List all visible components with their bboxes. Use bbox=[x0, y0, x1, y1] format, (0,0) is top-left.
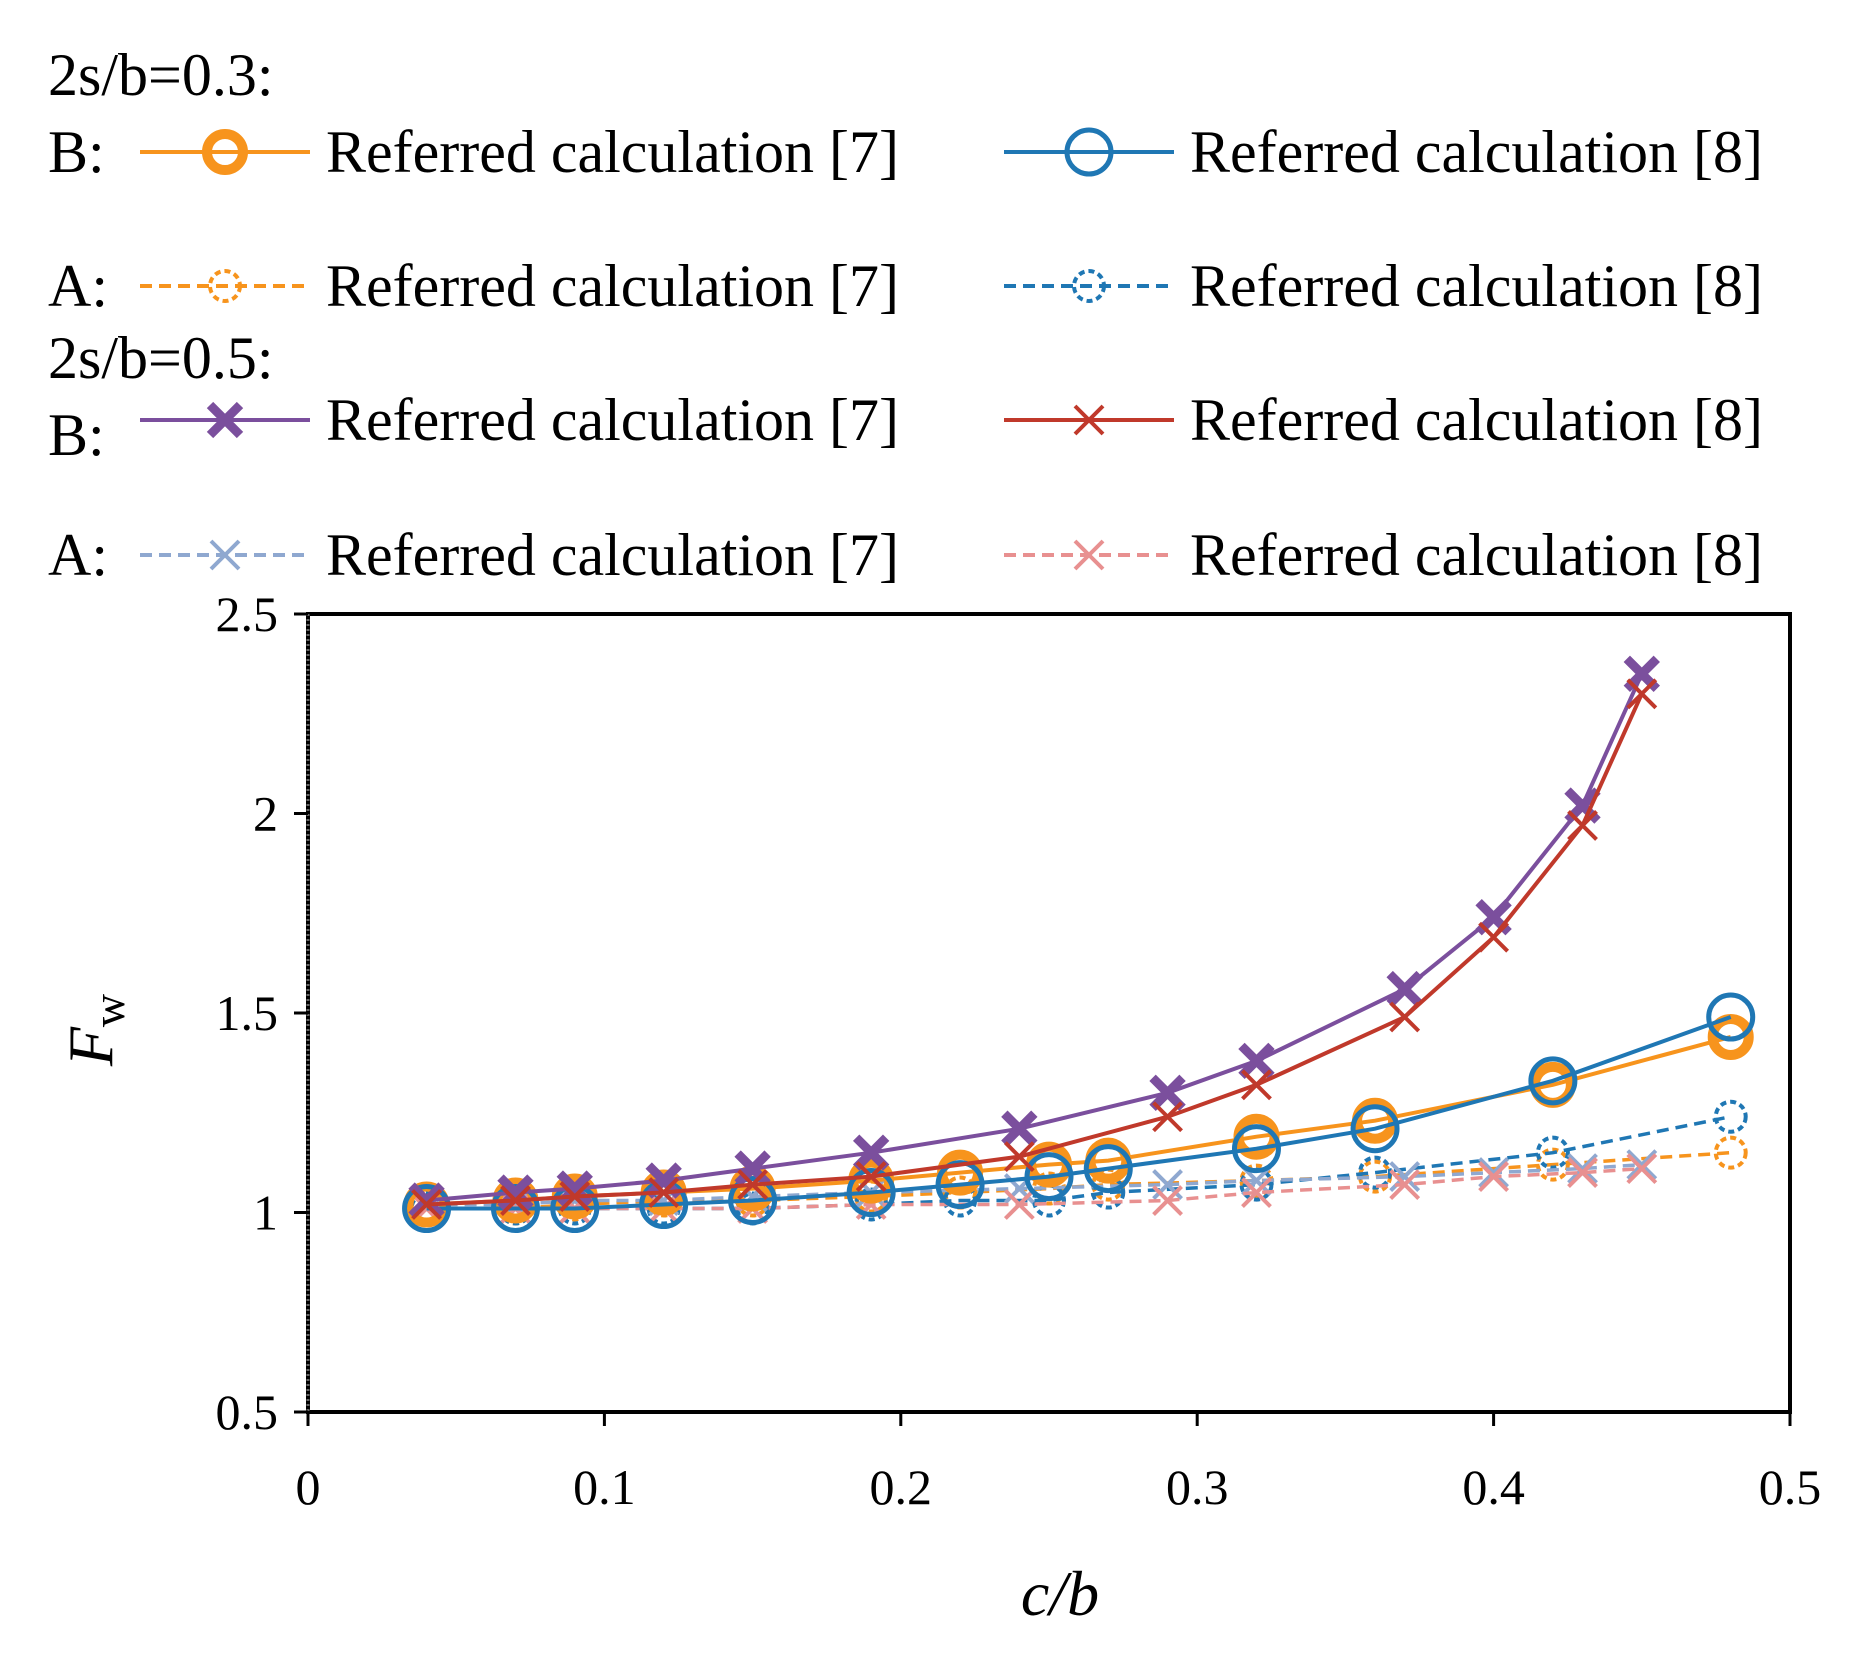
data-point bbox=[1241, 1177, 1272, 1208]
data-point bbox=[1713, 1135, 1748, 1170]
data-point bbox=[1024, 1152, 1074, 1202]
series-line bbox=[426, 1114, 1732, 1211]
data-point bbox=[1567, 810, 1598, 841]
data-point bbox=[935, 1160, 985, 1210]
legend-swatch-marker bbox=[202, 129, 248, 175]
data-point bbox=[1706, 992, 1756, 1042]
legend-row-label: B: bbox=[48, 119, 105, 185]
x-tick-label: 0.3 bbox=[1166, 1459, 1229, 1515]
data-point bbox=[1003, 1141, 1035, 1173]
data-point bbox=[1626, 1153, 1658, 1185]
legend-swatch-marker bbox=[209, 539, 241, 571]
data-point bbox=[1386, 970, 1423, 1008]
data-point bbox=[734, 1150, 771, 1187]
legend-entry-label: Referred calculation [8] bbox=[1190, 119, 1763, 185]
data-point bbox=[1567, 1157, 1598, 1189]
y-tick-label: 2 bbox=[253, 786, 278, 842]
legend-swatch-marker bbox=[1073, 539, 1105, 571]
data-point bbox=[1478, 1161, 1510, 1193]
svg-text:Fw: Fw bbox=[55, 993, 134, 1067]
data-point bbox=[1149, 1074, 1186, 1111]
y-axis-title: Fw bbox=[55, 993, 134, 1067]
data-point bbox=[1241, 1069, 1272, 1101]
legend-entry-label: Referred calculation [8] bbox=[1190, 253, 1763, 319]
data-point bbox=[737, 1169, 769, 1200]
legend-row-label: A: bbox=[48, 522, 108, 588]
legend-swatch-marker bbox=[1073, 404, 1105, 436]
data-point bbox=[1083, 1144, 1133, 1194]
y-tick-label: 1.5 bbox=[216, 985, 279, 1041]
data-point bbox=[1350, 1104, 1400, 1154]
legend-swatch-marker bbox=[206, 401, 244, 439]
data-point bbox=[728, 1176, 778, 1226]
legend-row-label: B: bbox=[48, 402, 105, 468]
data-point bbox=[1535, 1147, 1570, 1182]
legend-entry-label: Referred calculation [7] bbox=[326, 119, 899, 185]
data-point bbox=[402, 1184, 452, 1234]
legend-swatch-marker bbox=[1072, 269, 1106, 303]
x-tick-label: 0 bbox=[296, 1459, 321, 1515]
data-point bbox=[1567, 1153, 1598, 1185]
data-point bbox=[1528, 1056, 1578, 1106]
x-tick-label: 0.4 bbox=[1462, 1459, 1525, 1515]
y-tick-label: 1 bbox=[253, 1185, 278, 1241]
data-point bbox=[1231, 1124, 1281, 1174]
legend-entry-label: Referred calculation [8] bbox=[1190, 387, 1763, 453]
data-point bbox=[648, 1177, 680, 1208]
data-point bbox=[1238, 1042, 1275, 1080]
x-tick-label: 0.5 bbox=[1759, 1459, 1822, 1515]
data-point bbox=[1626, 1149, 1658, 1181]
x-axis-title: c/b bbox=[1021, 1558, 1099, 1629]
data-point bbox=[1626, 678, 1658, 710]
y-tick-label: 0.5 bbox=[216, 1384, 279, 1440]
legend-entry-label: Referred calculation [7] bbox=[326, 522, 899, 588]
data-point bbox=[1478, 1157, 1510, 1189]
legend-entry-label: Referred calculation [8] bbox=[1190, 522, 1763, 588]
data-point bbox=[1478, 921, 1510, 953]
legend-entry-label: Referred calculation [7] bbox=[326, 253, 899, 319]
data-point bbox=[855, 1161, 887, 1193]
legend-swatch-marker bbox=[1064, 127, 1114, 177]
data-point bbox=[500, 1185, 531, 1216]
legend-group1-title: 2s/b=0.3: bbox=[48, 42, 274, 108]
legend: 2s/b=0.3: 2s/b=0.5: B: A: B: A: Referred… bbox=[48, 42, 1763, 588]
data-point bbox=[1389, 1001, 1421, 1033]
legend-swatch-marker bbox=[208, 269, 242, 303]
data-point bbox=[1713, 1099, 1748, 1134]
data-point bbox=[411, 1189, 442, 1220]
series-1 bbox=[402, 992, 1756, 1234]
data-point bbox=[408, 1182, 445, 1219]
data-point bbox=[1389, 1169, 1421, 1200]
legend-row-label: A: bbox=[48, 253, 108, 319]
legend-group2-title: 2s/b=0.5: bbox=[48, 325, 274, 391]
data-point bbox=[1001, 1110, 1038, 1147]
data-point bbox=[1152, 1101, 1183, 1133]
series-5 bbox=[411, 678, 1658, 1220]
plot-area: 0 0.1 0.2 0.3 0.4 0.5 0.5 1 1.5 2 2.5 bbox=[216, 586, 1822, 1515]
data-point bbox=[852, 1134, 890, 1171]
data-point bbox=[1003, 1189, 1035, 1220]
data-point bbox=[1152, 1185, 1183, 1216]
data-point bbox=[559, 1181, 591, 1212]
data-point bbox=[846, 1168, 896, 1218]
x-tick-label: 0.1 bbox=[573, 1459, 636, 1515]
series-line bbox=[426, 1015, 1732, 1211]
x-tick-label: 0.2 bbox=[870, 1459, 933, 1515]
data-point bbox=[1535, 1135, 1570, 1170]
y-tick-label: 2.5 bbox=[216, 586, 279, 642]
legend-entry-label: Referred calculation [7] bbox=[326, 387, 899, 453]
